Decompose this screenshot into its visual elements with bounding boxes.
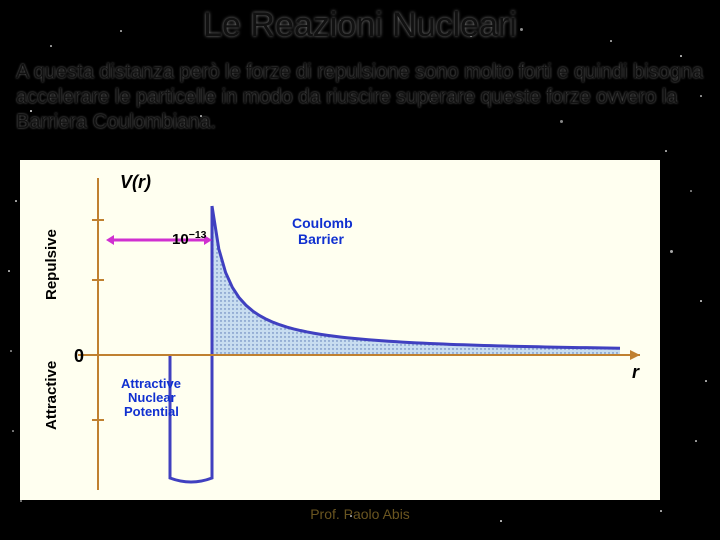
svg-text:r: r bbox=[632, 362, 640, 382]
svg-text:V(r): V(r) bbox=[120, 172, 151, 192]
svg-text:Barrier: Barrier bbox=[298, 231, 344, 247]
svg-text:Attractive: Attractive bbox=[43, 361, 60, 430]
slide-paragraph: A questa distanza però le forze di repul… bbox=[16, 60, 704, 135]
svg-text:0: 0 bbox=[74, 346, 84, 366]
svg-text:Potential: Potential bbox=[124, 404, 179, 419]
svg-text:Nuclear: Nuclear bbox=[128, 390, 176, 405]
svg-text:Repulsive: Repulsive bbox=[43, 229, 60, 300]
slide-footer: Prof. Paolo Abis bbox=[0, 506, 720, 522]
potential-diagram: V(r) Repulsive Attractive 0 r CoulombBarrier A… bbox=[20, 160, 660, 500]
svg-text:Coulomb: Coulomb bbox=[292, 215, 353, 231]
potential-svg: V(r) Repulsive Attractive 0 r CoulombBarrier A… bbox=[20, 160, 660, 500]
svg-text:Attractive: Attractive bbox=[121, 376, 181, 391]
slide-title: Le Reazioni Nucleari bbox=[0, 6, 720, 45]
